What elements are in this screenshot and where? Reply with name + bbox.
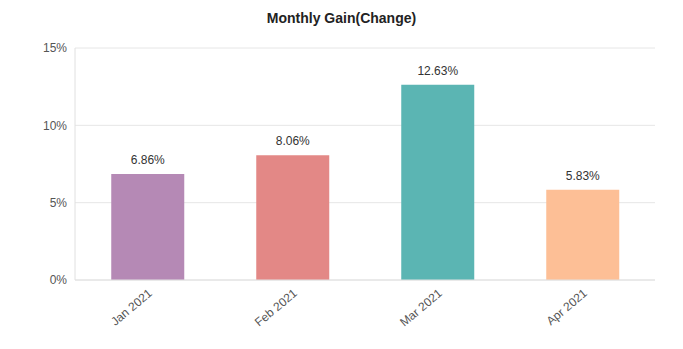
svg-text:5.83%: 5.83% xyxy=(566,169,600,183)
svg-text:Jan 2021: Jan 2021 xyxy=(108,286,155,329)
svg-text:8.06%: 8.06% xyxy=(276,134,310,148)
svg-text:10%: 10% xyxy=(43,119,67,133)
svg-text:Mar 2021: Mar 2021 xyxy=(397,286,445,330)
svg-text:15%: 15% xyxy=(43,41,67,55)
svg-text:Feb 2021: Feb 2021 xyxy=(252,286,300,330)
svg-text:0%: 0% xyxy=(50,273,68,287)
html-text:Monthly Gain(Change): Monthly Gain(Change) xyxy=(266,10,417,26)
svg-text:12.63%: 12.63% xyxy=(417,64,458,78)
svg-text:6.86%: 6.86% xyxy=(131,153,165,167)
svg-text:5%: 5% xyxy=(50,196,68,210)
svg-text:Apr 2021: Apr 2021 xyxy=(544,286,591,328)
